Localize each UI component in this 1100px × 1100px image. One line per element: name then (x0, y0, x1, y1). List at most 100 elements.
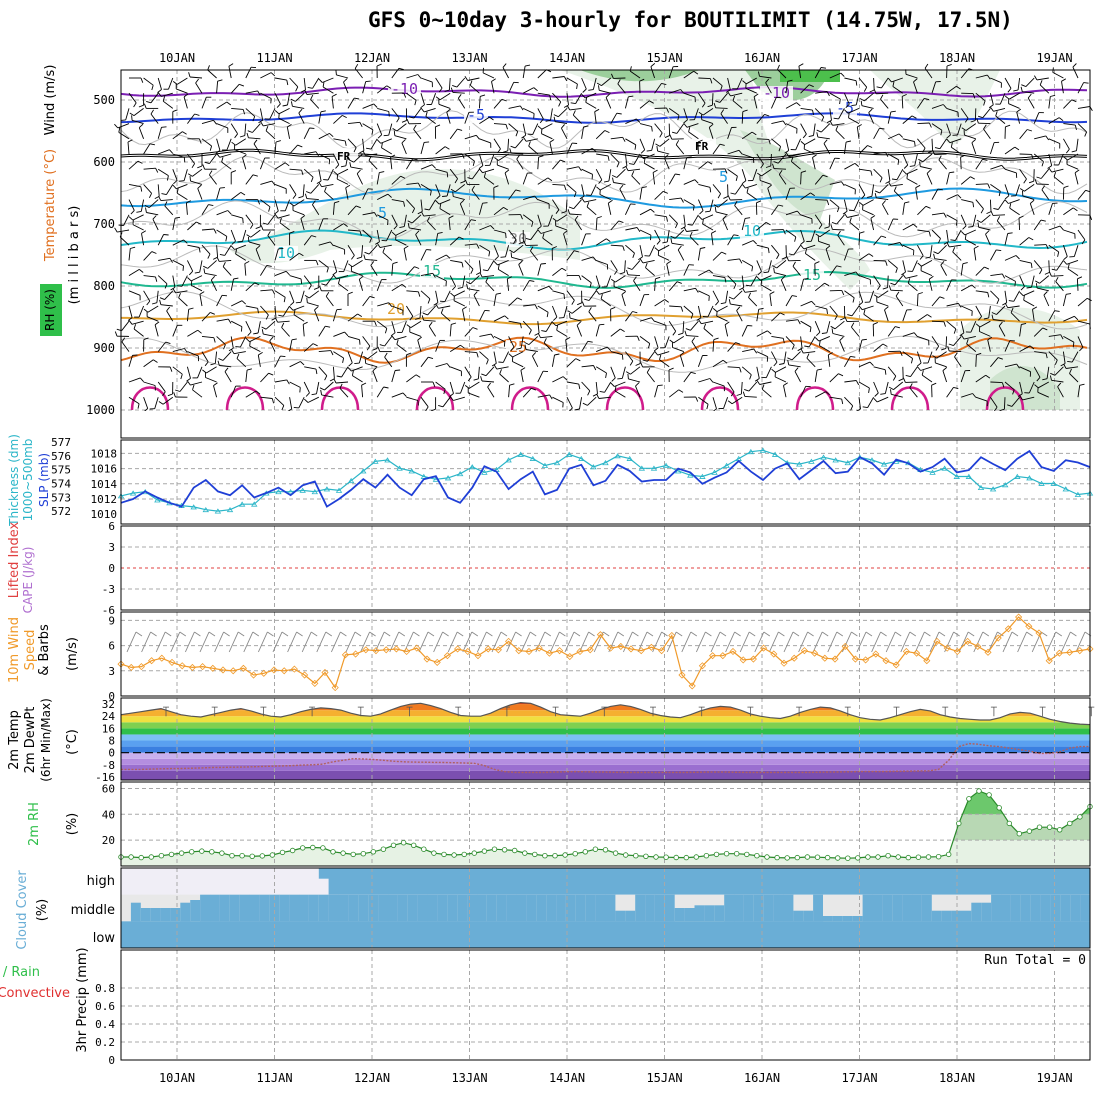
cloud-high-bar (902, 868, 913, 895)
wind-barb (1039, 84, 1050, 94)
wind-barb-feather (627, 373, 629, 379)
wind-barb (712, 290, 719, 302)
wind-barb (979, 331, 991, 337)
ylabel-cloud-unit: (%) (35, 899, 50, 922)
rh-point (633, 853, 639, 859)
wind-barb (858, 168, 871, 172)
cloud-high-bar (427, 868, 438, 895)
wind-barb-feather (814, 337, 820, 342)
wind-barb (887, 275, 889, 288)
wind-barb-feather (561, 211, 567, 214)
wind-barb-feather (429, 190, 432, 196)
wind-barb-feather (961, 127, 967, 131)
wind-barb (884, 381, 889, 394)
wind-barb-feather (797, 210, 801, 216)
wind-barb-feather (954, 352, 958, 358)
wind-barb (464, 327, 474, 337)
wind-barb-feather (521, 134, 526, 139)
cloud-middle-bar (170, 908, 181, 922)
wind-barb-feather (343, 223, 348, 227)
wind10m-barb-feather (675, 631, 683, 637)
wind-barb-feather (558, 317, 564, 319)
wind-barb (541, 123, 553, 130)
wind-barb (719, 92, 728, 103)
cloud-middle-bar (823, 916, 834, 922)
wind-barb (365, 153, 378, 156)
wind-barb-feather (791, 344, 795, 350)
wind-barb (406, 396, 419, 401)
rh-legend-swatch (40, 284, 62, 336)
rh-point (824, 854, 831, 861)
wind-barb-feather (730, 391, 735, 397)
wind-barb-feather (565, 336, 571, 341)
wind-barb (132, 224, 144, 231)
wind-barb-feather (695, 288, 699, 293)
wind-barb-feather (1063, 256, 1068, 261)
cloud-high-bar (1010, 868, 1022, 895)
wind10m-barb-feather (164, 631, 172, 637)
wind-barb (316, 381, 320, 394)
wind-barb (222, 351, 232, 361)
cloud-high-bar (842, 868, 854, 895)
wind-barb (712, 184, 721, 194)
contour-label-bg (464, 108, 488, 123)
wind-barb (1048, 260, 1050, 273)
wind10m-barb (549, 631, 560, 653)
wind-barb (157, 381, 166, 392)
wind-barb-feather (396, 117, 400, 123)
wind10m-barb-feather (529, 631, 537, 637)
wind-barb (187, 221, 197, 231)
wind-barb (935, 362, 947, 368)
wind-barb-feather (880, 94, 884, 100)
wind-barb (698, 378, 711, 383)
wind-barb (332, 202, 335, 215)
wind-barb-feather (651, 126, 653, 132)
wind-barb (260, 396, 273, 399)
wind-barb (531, 355, 539, 368)
contour-label: 15 (803, 266, 821, 284)
wind-barb (771, 138, 781, 147)
wind-barb (722, 218, 729, 231)
wind-barb (698, 161, 708, 170)
contour-label: -10 (763, 84, 790, 102)
wind-barb (1019, 275, 1025, 287)
wind-barb (1062, 245, 1068, 257)
wind-barb-feather (685, 328, 691, 331)
wind-barb-feather (884, 369, 887, 375)
wind-barb (192, 389, 203, 398)
wind-barb (429, 199, 436, 211)
wind-barb-feather (392, 128, 398, 132)
wind10m-barb-feather (310, 631, 318, 637)
wind-barb-feather (873, 321, 878, 325)
wind-barb-feather (349, 159, 354, 163)
wind-barb (520, 336, 524, 349)
date-label-bottom: 16JAN (744, 1071, 780, 1085)
wind-barb-feather (365, 80, 371, 83)
wind-barb-feather (654, 350, 659, 356)
wind-barb (216, 81, 219, 94)
wind-barb (642, 259, 655, 264)
wind-barb-feather (995, 111, 998, 117)
wind-barb (826, 321, 831, 333)
wind-barb-feather (666, 216, 668, 222)
wind-barb-feather (669, 134, 673, 140)
wind-barb (1029, 203, 1035, 215)
wind-barb (390, 157, 393, 170)
wind-barb (576, 325, 583, 337)
wind-barb (563, 233, 568, 246)
wind-barb-feather (752, 240, 758, 245)
wind-barb (1066, 259, 1079, 265)
wind-barb-feather (584, 298, 590, 301)
wind10m-point (994, 634, 1002, 642)
wind-barb-feather (187, 277, 192, 282)
wind-barb (970, 321, 977, 333)
cloud-high-bar (931, 868, 943, 895)
thickness-point (384, 457, 391, 463)
wind10m-barb-feather (646, 631, 654, 637)
wind-barb-feather (895, 291, 900, 297)
thickness-point (977, 484, 985, 490)
wind-barb-feather (683, 226, 687, 232)
wind-barb (698, 396, 709, 405)
wind-barb (176, 183, 188, 190)
wind-barb-feather (406, 352, 412, 356)
